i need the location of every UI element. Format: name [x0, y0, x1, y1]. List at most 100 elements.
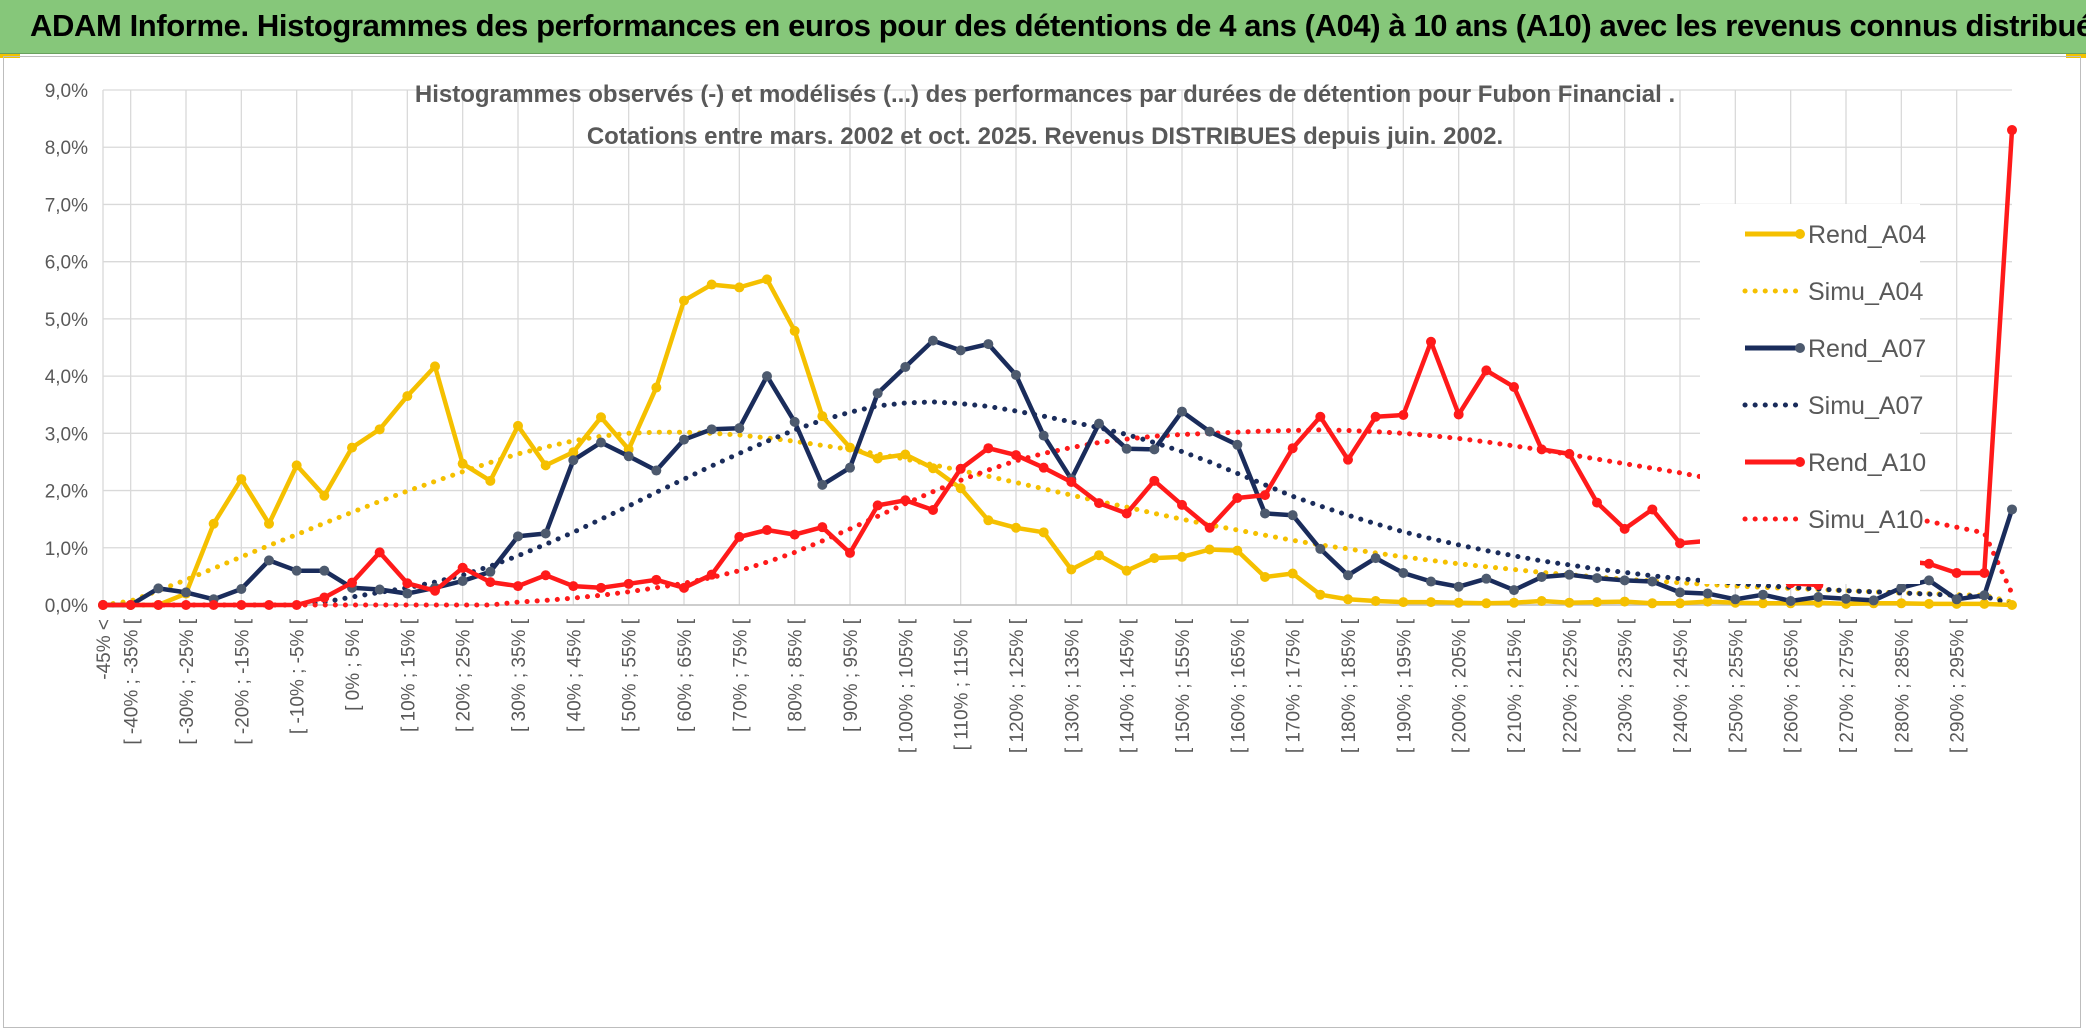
- x-tick-label: [ 110% ; 115% [: [952, 618, 973, 750]
- point-rend-a04: [430, 361, 440, 372]
- point-rend-a04: [762, 274, 772, 285]
- x-tick-label: [ 10% ; 15% [: [398, 618, 419, 732]
- report-title: ADAM Informe. Histogrammes des performan…: [30, 8, 2086, 43]
- point-rend-a04: [374, 424, 385, 435]
- x-tick-label: [ 100% ; 105% [: [896, 618, 917, 753]
- x-tick-label: [ 290% ; 295% [: [1948, 618, 1969, 753]
- point-rend-a04: [1177, 551, 1187, 562]
- point-rend-a04: [596, 412, 606, 423]
- point-rend-a04: [1232, 545, 1243, 556]
- x-axis-ticks: -45% < [ -40% ; -35% [[ -30% ; -25% [[ -2…: [94, 618, 1969, 753]
- point-rend-a04: [1038, 527, 1049, 538]
- point-rend-a07: [955, 345, 966, 356]
- point-rend-a07: [596, 437, 606, 448]
- y-tick-label: 0,0%: [45, 596, 88, 617]
- series-line-rend-a07: [103, 338, 2015, 608]
- point-rend-a07: [1592, 573, 1602, 584]
- point-rend-a10: [789, 529, 800, 540]
- point-rend-a10: [817, 522, 828, 533]
- point-rend-a04: [1702, 596, 1713, 607]
- point-rend-a10: [1232, 492, 1243, 503]
- report-banner: ADAM Informe. Histogrammes des performan…: [0, 0, 2086, 54]
- point-rend-a10: [1149, 475, 1160, 486]
- point-rend-a10: [291, 600, 302, 610]
- point-rend-a04: [1149, 553, 1160, 564]
- point-rend-a07: [1177, 406, 1187, 417]
- point-rend-a04: [679, 295, 689, 306]
- point-rend-a04: [1896, 598, 1907, 609]
- x-tick-label: [ 260% ; 265% [: [1782, 618, 1803, 753]
- point-rend-a04: [347, 442, 357, 453]
- point-rend-a10: [125, 600, 136, 610]
- point-rend-a04: [485, 475, 496, 486]
- point-rend-a07: [1232, 439, 1243, 450]
- point-rend-a04: [319, 490, 330, 501]
- legend-marker-rend-a10: [1795, 457, 1805, 467]
- point-rend-a07: [181, 587, 191, 598]
- point-rend-a04: [983, 515, 994, 526]
- point-rend-a10: [153, 600, 164, 610]
- point-rend-a04: [1647, 598, 1658, 609]
- point-rend-a10: [1370, 411, 1381, 422]
- point-rend-a07: [2007, 504, 2017, 515]
- x-tick-label: [ 160% ; 165% [: [1228, 618, 1249, 753]
- point-rend-a04: [900, 449, 911, 460]
- point-rend-a04: [928, 463, 938, 474]
- point-rend-a07: [900, 361, 911, 372]
- point-rend-a10: [485, 577, 496, 588]
- point-rend-a07: [1951, 594, 1962, 605]
- chart-title: Histogrammes observés (-) et modélisés (…: [415, 81, 1675, 108]
- point-rend-a07: [1509, 585, 1519, 596]
- x-tick-label: [ 120% ; 125% [: [1007, 618, 1028, 753]
- point-rend-a04: [1398, 597, 1409, 608]
- point-rend-a07: [319, 565, 330, 576]
- point-rend-a04: [789, 325, 800, 336]
- point-rend-a07: [264, 555, 274, 566]
- point-rend-a07: [485, 566, 496, 577]
- point-rend-a04: [1675, 598, 1685, 609]
- point-rend-a07: [706, 424, 717, 435]
- point-rend-a10: [706, 569, 717, 580]
- legend-marker-rend-a04: [1795, 229, 1805, 239]
- point-rend-a10: [845, 547, 855, 558]
- x-tick-label: [ 80% ; 85% [: [786, 618, 807, 732]
- point-rend-a07: [1453, 581, 1464, 592]
- point-rend-a04: [1481, 598, 1492, 609]
- point-rend-a04: [1011, 522, 1021, 533]
- x-tick-label: [ -10% ; -5% [: [288, 618, 309, 734]
- legend-label-rend-a04: Rend_A04: [1808, 221, 1926, 249]
- point-rend-a10: [374, 547, 385, 558]
- point-rend-a10: [1481, 365, 1492, 376]
- x-tick-label: [ 30% ; 35% [: [509, 618, 530, 732]
- histogram-chart: 0,0% 1,0% 2,0% 3,0% 4,0% 5,0% 6,0% 7,0% 8,0% 9,0%…: [45, 81, 2017, 753]
- y-tick-label: 8,0%: [45, 138, 88, 159]
- point-rend-a10: [347, 577, 357, 588]
- point-rend-a07: [983, 339, 994, 350]
- point-rend-a04: [623, 444, 634, 455]
- x-tick-label: [ -40% ; -35% [: [122, 618, 143, 744]
- x-tick-label: [ 40% ; 45% [: [564, 618, 585, 732]
- point-rend-a07: [1481, 573, 1492, 584]
- point-rend-a04: [734, 282, 745, 293]
- point-rend-a07: [457, 575, 468, 586]
- point-rend-a10: [568, 581, 579, 592]
- point-rend-a07: [1149, 444, 1160, 455]
- point-rend-a04: [1287, 568, 1298, 579]
- point-rend-a07: [817, 479, 828, 490]
- point-rend-a07: [623, 451, 634, 462]
- point-rend-a10: [1979, 567, 1990, 578]
- y-tick-label: 4,0%: [45, 367, 88, 388]
- y-axis-ticks: 0,0% 1,0% 2,0% 3,0% 4,0% 5,0% 6,0% 7,0% 8,0% 9,0%: [45, 81, 88, 617]
- point-rend-a04: [1979, 598, 1990, 609]
- x-tick-label: [ 150% ; 155% [: [1173, 618, 1194, 753]
- point-rend-a04: [1564, 597, 1575, 608]
- y-tick-label: 9,0%: [45, 81, 88, 102]
- point-rend-a04: [706, 279, 717, 290]
- point-rend-a10: [679, 582, 689, 593]
- point-rend-a04: [2007, 600, 2017, 610]
- point-rend-a10: [1647, 504, 1658, 515]
- point-rend-a04: [1758, 598, 1768, 609]
- point-rend-a10: [402, 578, 413, 589]
- point-rend-a10: [762, 525, 772, 536]
- point-rend-a10: [1011, 450, 1021, 461]
